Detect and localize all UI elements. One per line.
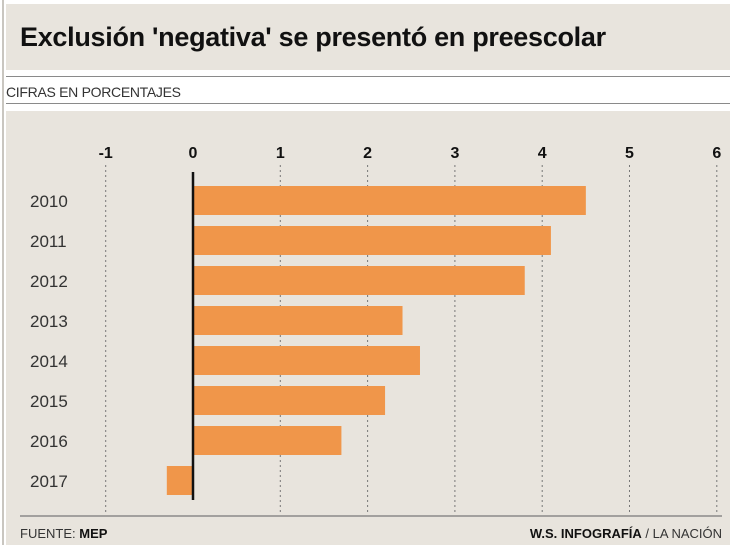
chart-title: Exclusión 'negativa' se presentó en pree… (20, 22, 606, 52)
y-category-label: 2012 (30, 272, 68, 291)
bar-2017 (166, 466, 193, 495)
x-tick-label: 2 (363, 145, 372, 162)
credit-rest: / LA NACIÓN (645, 526, 722, 541)
chart-subtitle: CIFRAS EN PORCENTAJES (6, 84, 181, 100)
x-tick-label: 4 (538, 145, 547, 162)
x-tick-label: 3 (450, 145, 459, 162)
bar-2015 (193, 386, 386, 415)
y-category-label: 2014 (30, 352, 68, 371)
source-name: MEP (79, 526, 108, 541)
divider (6, 76, 730, 77)
y-category-label: 2016 (30, 432, 68, 451)
y-category-label: 2015 (30, 392, 68, 411)
credit: W.S. INFOGRAFÍA / LA NACIÓN (530, 526, 722, 541)
source-label: FUENTE: (20, 526, 76, 541)
y-category-label: 2017 (30, 472, 68, 491)
left-border (2, 0, 4, 545)
credit-bold: W.S. INFOGRAFÍA (529, 526, 642, 541)
bar-2010 (193, 186, 586, 215)
x-tick-label: -1 (99, 145, 113, 162)
x-tick-label: 0 (189, 145, 198, 162)
y-category-label: 2010 (30, 192, 68, 211)
bar-2011 (193, 226, 551, 255)
divider (6, 103, 730, 104)
source-note: FUENTE: MEP (20, 526, 107, 541)
bar-2013 (193, 306, 403, 335)
x-tick-label: 5 (625, 145, 634, 162)
x-tick-label: 6 (712, 145, 721, 162)
bar-2012 (193, 266, 525, 295)
bar-2014 (193, 346, 420, 375)
y-category-label: 2011 (30, 232, 67, 251)
x-tick-label: 1 (276, 145, 285, 162)
bar-2016 (193, 426, 342, 455)
y-category-label: 2013 (30, 312, 68, 331)
title-band (6, 4, 730, 70)
